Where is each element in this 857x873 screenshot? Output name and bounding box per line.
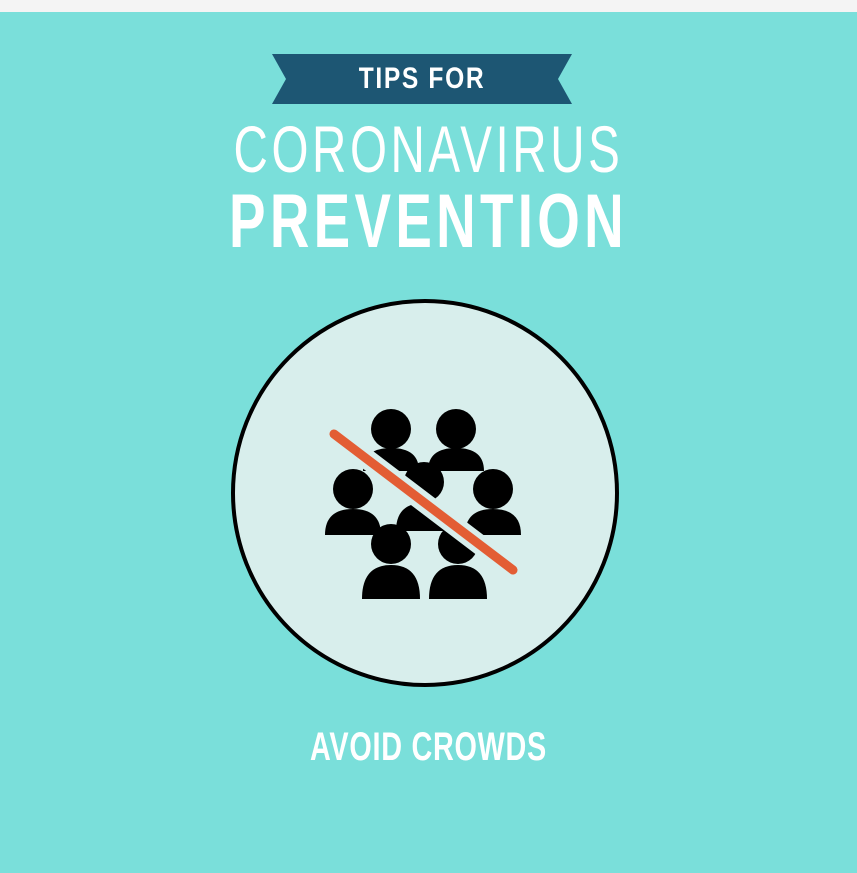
tip-caption: AVOID CROWDS <box>310 725 547 769</box>
poster: TIPS FOR CORONAVIRUS PREVENTION <box>0 12 857 873</box>
tips-ribbon: TIPS FOR <box>272 54 572 104</box>
ribbon-banner-shape <box>272 54 572 104</box>
ribbon-label: TIPS FOR <box>358 62 486 95</box>
icon-circle <box>231 299 619 687</box>
title-line-2: PREVENTION <box>229 179 628 264</box>
no-crowds-icon <box>324 409 523 599</box>
title-line-1: CORONAVIRUS <box>233 112 624 186</box>
